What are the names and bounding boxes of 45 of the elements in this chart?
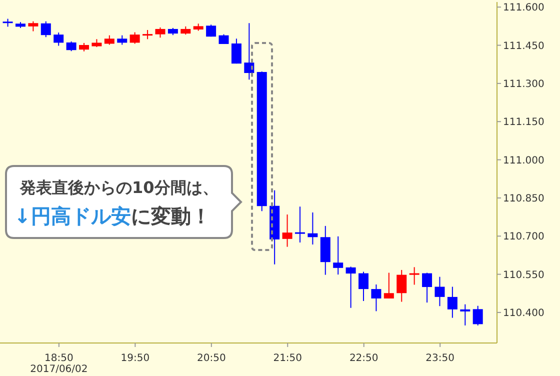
y-tick-label: 110.550 xyxy=(503,270,544,281)
candlestick xyxy=(447,286,458,318)
annotation: ↓円高ドル安 xyxy=(14,204,131,228)
candlestick xyxy=(294,206,305,243)
x-tick-label: 18:50 2017/06/02 xyxy=(30,353,88,375)
y-tick-label: 111.000 xyxy=(503,155,544,166)
y-tick-label: 111.300 xyxy=(503,78,544,90)
candlestick xyxy=(66,40,76,52)
candlestick xyxy=(117,34,128,46)
candlestick xyxy=(409,266,420,286)
candlestick xyxy=(396,269,407,302)
y-tick-label: 111.150 xyxy=(503,117,544,128)
candlestick xyxy=(333,236,344,276)
x-tick-label: 22:50 xyxy=(349,353,378,364)
candlestick xyxy=(40,20,51,38)
candlestick xyxy=(384,272,394,299)
y-tick-label: 111.600 xyxy=(503,2,544,14)
candlestick xyxy=(142,29,153,40)
candlestick xyxy=(218,34,229,44)
y-tick-label: 110.400 xyxy=(503,308,544,320)
candlestick xyxy=(422,272,432,304)
candlestick xyxy=(472,305,483,326)
candlestick xyxy=(231,38,242,64)
candlestick xyxy=(308,212,318,246)
x-tick-label: 23:50 xyxy=(426,353,454,364)
candlestick xyxy=(358,271,369,302)
candlestick xyxy=(28,20,38,32)
candlestick xyxy=(244,22,254,80)
candlestick xyxy=(460,304,470,326)
candlestick xyxy=(346,266,356,308)
candlestick xyxy=(434,276,445,307)
x-tick-label: 19:50 xyxy=(120,353,150,364)
candlestick xyxy=(130,32,140,44)
annotation: に変動！ xyxy=(130,204,211,228)
candlestick xyxy=(54,32,64,46)
y-tick-label: 110.700 xyxy=(503,232,544,243)
annotation: 発表直後からの10分間は、 xyxy=(19,178,218,197)
candlestick xyxy=(155,26,166,38)
y-tick-label: 111.450 xyxy=(503,40,544,52)
y-tick-label: 110.850 xyxy=(503,194,544,204)
candlestick xyxy=(282,214,292,248)
candlestick xyxy=(371,284,382,312)
x-tick-label: 20:50 xyxy=(196,353,226,364)
x-tick-label: 21:50 xyxy=(273,353,302,364)
candlestick xyxy=(104,34,114,46)
